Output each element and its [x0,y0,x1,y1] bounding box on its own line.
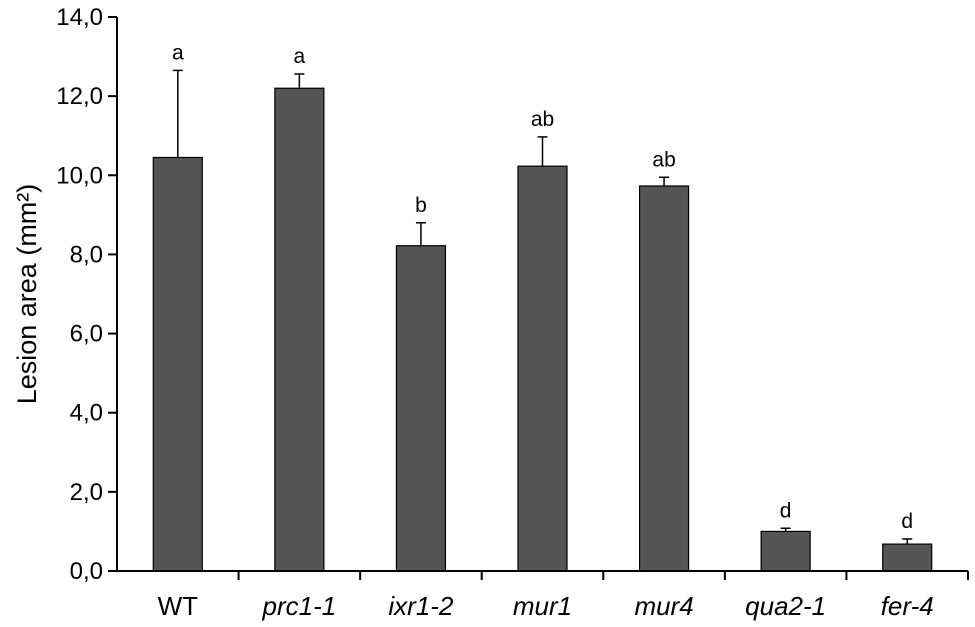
y-tick-label: 14,0 [56,4,103,31]
x-category-label: mur4 [634,591,693,621]
bar [274,87,325,572]
significance-label: a [294,45,306,68]
significance-label: b [415,194,427,217]
y-tick-label: 6,0 [70,321,103,348]
x-category-label: mur1 [513,591,572,621]
y-tick-label: 2,0 [70,479,103,506]
x-category-label: WT [158,591,199,621]
y-axis-title: Lesion area (mm²) [12,184,42,405]
bar [760,530,811,572]
axes [116,17,968,572]
y-tick-label: 4,0 [70,400,103,427]
x-category-label: prc1-1 [262,591,337,621]
x-categories: WT prc1-1 ixr1-2 mur1 mur4 qua2-1 fer-4 [158,571,969,621]
bar [517,165,568,572]
y-tick-label: 12,0 [56,83,103,110]
y-ticks: 0,0 2,0 4,0 6,0 8,0 10,0 12,0 14,0 [56,4,117,585]
x-category-label: fer-4 [881,591,934,621]
y-tick-label: 0,0 [70,558,103,585]
bar [152,156,203,572]
significance-label: ab [652,148,675,171]
bar [395,245,447,572]
y-tick-label: 8,0 [70,241,103,268]
significance-label: ab [531,108,554,131]
bar [882,543,933,572]
significance-label: d [780,499,792,522]
x-category-label: qua2-1 [745,591,826,621]
y-tick-label: 10,0 [56,162,103,189]
significance-label: a [172,41,184,64]
x-category-label: ixr1-2 [388,591,454,621]
bar [638,185,690,572]
significance-label: d [901,510,913,533]
